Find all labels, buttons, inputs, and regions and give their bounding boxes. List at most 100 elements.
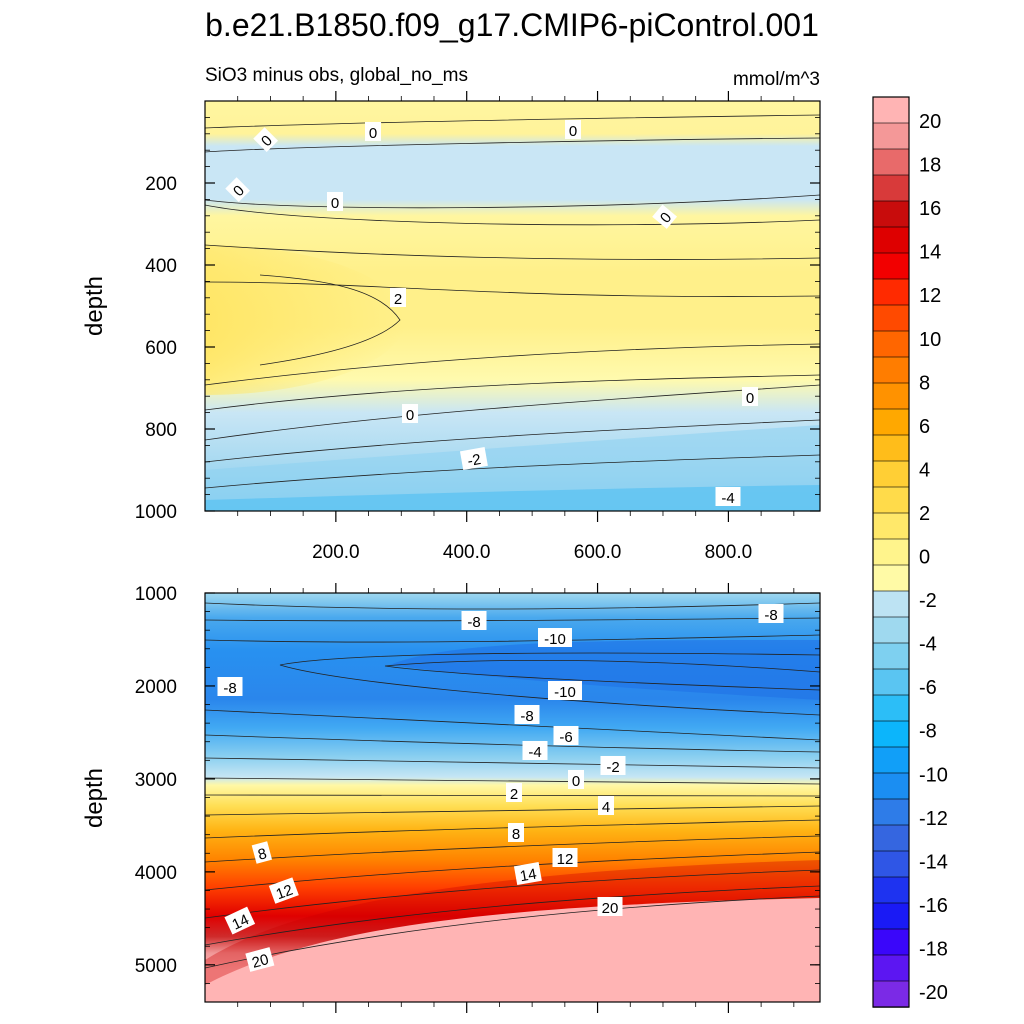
lower-contour-label-text: 4	[602, 799, 610, 816]
colorbar-swatch-8	[872, 304, 910, 332]
lower-contour-label-13: 8	[508, 823, 524, 843]
upper-contour-label-text: 0	[569, 123, 577, 140]
lower-contour-label-text: -8	[467, 614, 480, 631]
colorbar-label-1: -18	[919, 938, 948, 960]
lower-panel: 1000 2000 3000 4000 5000 depth -8 -8 -10 -8 -10 -…	[81, 583, 821, 1013]
lower-ylabel: depth	[81, 768, 108, 828]
lower-contour-label-bg	[552, 848, 578, 867]
upper-contour-label-2: 0	[565, 120, 581, 140]
lower-contour-label-text: 14	[519, 866, 538, 886]
colorbar-swatch-14	[872, 460, 910, 488]
colorbar-swatch-26	[872, 772, 910, 800]
lower-axes: 1000 2000 3000 4000 5000	[135, 583, 820, 1013]
lower-contour-label-6: -6	[553, 726, 579, 746]
colorbar-swatch-11	[872, 382, 910, 410]
colorbar-label-6: -8	[919, 721, 937, 743]
upper-contour-8	[205, 343, 820, 386]
lower-contour-label-text: 14	[229, 911, 251, 933]
lower-contour-label-bg	[548, 681, 582, 700]
lower-contour-label-text: 12	[557, 851, 574, 868]
chart-subtitle: SiO3 minus obs, global_no_ms	[205, 65, 468, 86]
upper-contour-7	[259, 274, 401, 366]
colorbar-swatch-27	[872, 798, 910, 826]
lower-contour-label-bg	[758, 604, 784, 623]
lower-contour-5	[384, 659, 820, 691]
colorbar-label-11: 2	[919, 503, 930, 525]
lower-contour-label-19: 20	[597, 897, 623, 917]
lower-contour-label-text: 8	[512, 826, 520, 843]
colorbar-swatch-23	[872, 694, 910, 722]
lower-contour-label-0: -8	[461, 611, 487, 631]
lower-contour-label-text: -8	[520, 708, 533, 725]
lower-contour-label-bg	[224, 906, 256, 935]
colorbar-swatch-13	[872, 434, 910, 462]
colorbar-swatch-19	[872, 590, 910, 618]
colorbar-swatch-15	[872, 486, 910, 514]
colorbar-label-19: 18	[919, 155, 941, 177]
colorbar-swatch-31	[872, 902, 910, 930]
lower-contour-label-17: 14	[513, 861, 542, 886]
colorbar-swatch-34	[872, 980, 910, 1008]
colorbar-swatch-16	[872, 512, 910, 540]
colorbar-label-0: -20	[919, 982, 948, 1004]
ytick-label-upper-4: 1000	[135, 502, 177, 523]
lower-contour-label-3: -8	[217, 677, 243, 697]
colorbar-label-16: 12	[919, 285, 941, 307]
ytick-label-lower-1: 2000	[135, 677, 177, 698]
lower-contour-label-bg	[600, 756, 626, 775]
upper-contour-label-text: 2	[394, 291, 402, 308]
lower-contour-label-16: 14	[224, 906, 256, 935]
colorbar-swatch-9	[872, 330, 910, 358]
upper-contour-label-10: -4	[715, 487, 741, 507]
lower-contour-label-text: 2	[510, 786, 518, 803]
colorbar-label-3: -14	[919, 851, 948, 873]
colorbar-label-18: 16	[919, 198, 941, 220]
upper-contour-12	[205, 454, 820, 489]
lower-contour-label-text: -8	[223, 680, 236, 697]
lower-contour-label-text: -2	[606, 759, 619, 776]
lower-contour-label-9: 0	[568, 770, 584, 790]
upper-frame	[204, 100, 821, 512]
colorbar-label-10: 0	[919, 547, 930, 569]
upper-contour-label-bg	[365, 122, 381, 141]
ytick-label-upper-3: 800	[145, 420, 177, 441]
lower-contour-label-5: -8	[514, 705, 540, 725]
lower-contour-11	[205, 805, 820, 816]
lower-red-band	[205, 860, 820, 990]
colorbar-swatch-4	[872, 200, 910, 228]
lower-contour-label-7: -4	[522, 741, 548, 761]
upper-contour-6	[205, 281, 820, 297]
lower-contour-label-text: 0	[572, 773, 580, 790]
upper-contour-label-text: 0	[331, 195, 339, 212]
lower-contour-15	[205, 869, 820, 919]
lower-contour-label-text: -10	[544, 631, 566, 648]
xtick-label-upper-2: 600.0	[574, 542, 622, 563]
upper-contour-label-text: 0	[369, 125, 377, 142]
upper-contour-label-text: -2	[466, 451, 482, 470]
upper-contour-label-7: 0	[402, 404, 418, 424]
upper-contour-9	[205, 374, 820, 411]
upper-contour-label-bg	[459, 446, 488, 471]
upper-contour-3	[205, 194, 820, 209]
colorbar-swatch-20	[872, 616, 910, 644]
upper-contour-label-1: 0	[365, 122, 381, 142]
lower-contour-label-8: -2	[600, 756, 626, 776]
chart-title: b.e21.B1850.f09_g17.CMIP6-piControl.001	[205, 7, 819, 43]
lower-contour-label-bg	[538, 628, 572, 647]
lower-contour-label-bg	[597, 897, 623, 916]
upper-contour-label-bg	[402, 404, 418, 423]
lower-contour-7	[205, 734, 820, 753]
colorbar-swatch-18	[872, 564, 910, 592]
colorbar-swatch-7	[872, 278, 910, 306]
upper-contour-2	[205, 137, 820, 153]
lower-contour-label-text: -8	[764, 607, 777, 624]
colorbar-swatch-30	[872, 876, 910, 904]
upper-contour-label-bg	[565, 120, 581, 139]
lower-contour-label-15: 12	[552, 848, 578, 868]
upper-contour-4	[205, 204, 820, 226]
colorbar-label-12: 4	[919, 459, 930, 481]
